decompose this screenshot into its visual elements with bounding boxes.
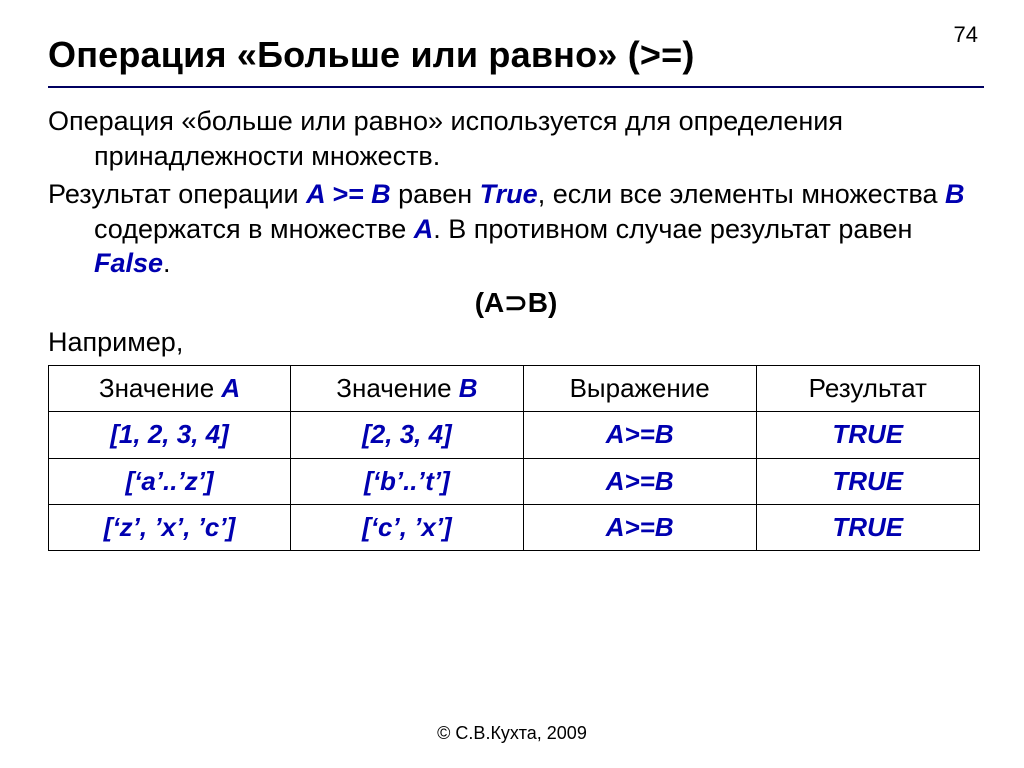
- p2-A: A: [414, 214, 434, 244]
- example-table: Значение A Значение B Выражение Результа…: [48, 365, 980, 551]
- cell-res: TRUE: [756, 412, 979, 458]
- th-a-pre: Значение: [99, 373, 222, 403]
- table-header-row: Значение A Значение B Выражение Результа…: [49, 366, 980, 412]
- th-b-hl: B: [459, 373, 478, 403]
- cell-res: TRUE: [756, 504, 979, 550]
- cell-expr: A>=B: [523, 412, 756, 458]
- cell-a: [‘a’..’z’]: [49, 458, 291, 504]
- p2-text-b: равен: [391, 179, 480, 209]
- body-text: Операция «больше или равно» используется…: [48, 104, 984, 551]
- formula: (A⊃B): [48, 285, 984, 321]
- cell-res: TRUE: [756, 458, 979, 504]
- cell-b: [‘b’..’t’]: [291, 458, 524, 504]
- p2-false: False: [94, 248, 163, 278]
- p2-true: True: [480, 179, 538, 209]
- title-underline: [48, 86, 984, 88]
- table-row: [1, 2, 3, 4] [2, 3, 4] A>=B TRUE: [49, 412, 980, 458]
- table-row: [‘z’, ’x’, ’c’] [‘c’, ’x’] A>=B TRUE: [49, 504, 980, 550]
- cell-expr: A>=B: [523, 458, 756, 504]
- slide: 74 Операция «Больше или равно» (>=) Опер…: [0, 0, 1024, 768]
- cell-expr: A>=B: [523, 504, 756, 550]
- copyright: © С.В.Кухта, 2009: [0, 723, 1024, 744]
- p2-text-e: . В противном случае результат равен: [433, 214, 912, 244]
- table-row: [‘a’..’z’] [‘b’..’t’] A>=B TRUE: [49, 458, 980, 504]
- p2-AgeB: A >= B: [306, 179, 391, 209]
- p2-B: B: [945, 179, 965, 209]
- page-number: 74: [954, 22, 978, 48]
- th-b-pre: Значение: [336, 373, 459, 403]
- cell-b: [‘c’, ’x’]: [291, 504, 524, 550]
- th-value-a: Значение A: [49, 366, 291, 412]
- p2-text-d: содержатся в множестве: [94, 214, 414, 244]
- th-a-hl: A: [221, 373, 240, 403]
- th-value-b: Значение B: [291, 366, 524, 412]
- cell-a: [‘z’, ’x’, ’c’]: [49, 504, 291, 550]
- p2-text-f: .: [163, 248, 171, 278]
- cell-b: [2, 3, 4]: [291, 412, 524, 458]
- cell-a: [1, 2, 3, 4]: [49, 412, 291, 458]
- th-result: Результат: [756, 366, 979, 412]
- th-expression: Выражение: [523, 366, 756, 412]
- p2-text-c: , если все элементы множества: [538, 179, 945, 209]
- example-label: Например,: [48, 325, 984, 360]
- p2-text-a: Результат операции: [48, 179, 306, 209]
- slide-title: Операция «Больше или равно» (>=): [48, 34, 984, 76]
- paragraph-1: Операция «больше или равно» используется…: [48, 104, 984, 173]
- paragraph-2: Результат операции A >= B равен True, ес…: [48, 177, 984, 281]
